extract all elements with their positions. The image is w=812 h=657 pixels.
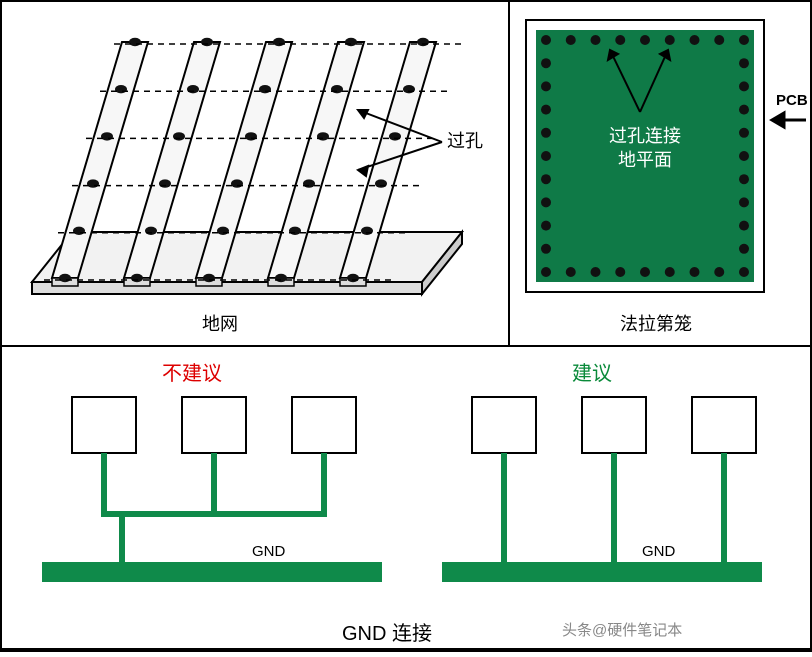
- svg-text:GND: GND: [642, 543, 676, 560]
- faraday-caption: 法拉第笼: [620, 310, 692, 336]
- panel-ground-grid: 过孔 地网: [0, 0, 510, 347]
- grid-base: [32, 232, 462, 282]
- gnd-connection-caption: GND 连接: [342, 617, 432, 646]
- gnd-recommended: GND: [442, 397, 762, 582]
- panel-gnd: GND GND 不建议 建议 GND 连接 头条@硬件笔记本: [0, 345, 812, 652]
- figure-frame: 过孔 地网 过孔连接 地平面 PCB 法拉第笼: [0, 0, 812, 650]
- via-gnd-text2: 地平面: [618, 150, 672, 170]
- panel-faraday: 过孔连接 地平面 PCB 法拉第笼: [508, 0, 812, 347]
- faraday-svg: 过孔连接 地平面: [510, 2, 812, 347]
- svg-text:GND: GND: [252, 543, 286, 560]
- gnd-svg: GND GND: [2, 347, 812, 652]
- ground-grid-svg: [2, 2, 510, 347]
- via-label: 过孔: [447, 127, 483, 153]
- pcb-arrow: [772, 113, 806, 127]
- recommended-title: 建议: [572, 357, 612, 386]
- not-recommended-title: 不建议: [162, 357, 222, 386]
- via-gnd-text1: 过孔连接: [609, 126, 681, 146]
- watermark: 头条@硬件笔记本: [562, 619, 682, 640]
- gnd-not-recommended: GND: [42, 397, 382, 582]
- pcb-label: PCB: [776, 92, 808, 109]
- ground-grid-caption: 地网: [202, 310, 238, 336]
